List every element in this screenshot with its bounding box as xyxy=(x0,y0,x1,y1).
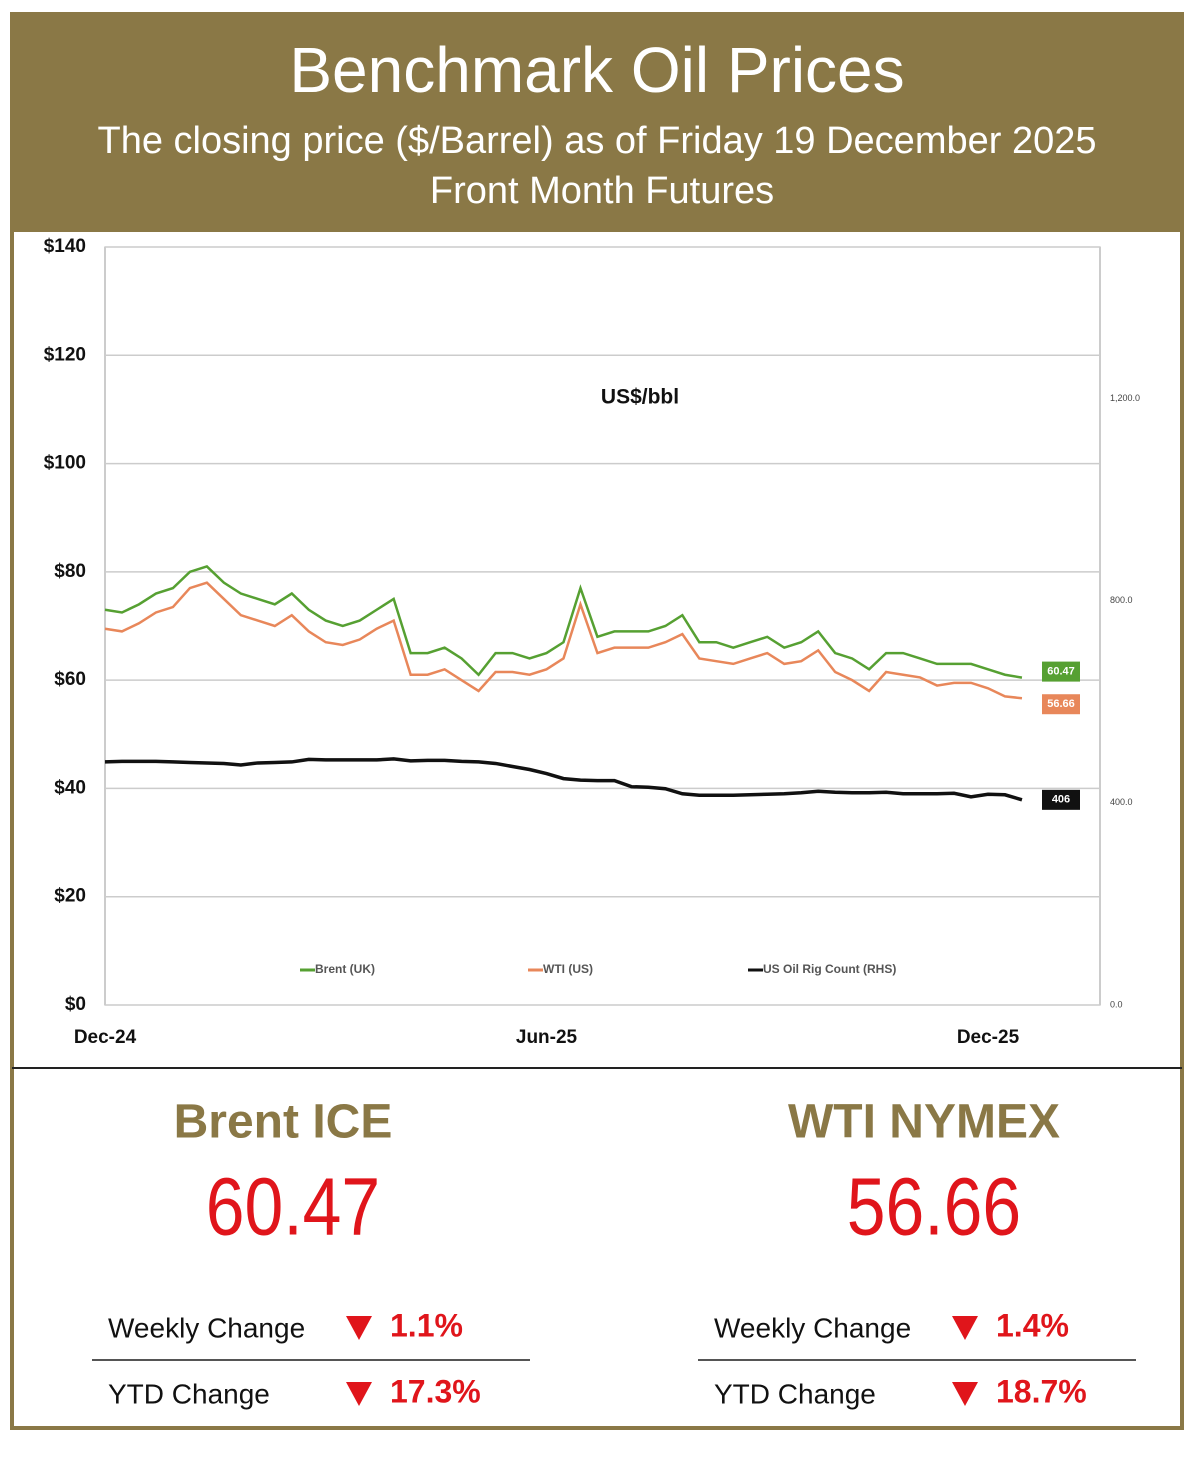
panel-name: WTI NYMEX xyxy=(788,1096,1060,1149)
x-tick-label: Jun-25 xyxy=(516,1027,578,1048)
y2-tick-label: 0.0 xyxy=(1110,999,1123,1009)
panels: Brent ICE 60.47 Weekly Change 1.1% YTD Chang… xyxy=(92,1096,1136,1409)
end-label-box xyxy=(1042,694,1080,715)
row-change: 18.7% xyxy=(996,1373,1087,1409)
end-label: 406 xyxy=(1052,794,1070,806)
legend-label: WTI (US) xyxy=(543,962,593,976)
row-label: Weekly Change xyxy=(714,1312,911,1343)
row-label: YTD Change xyxy=(714,1378,876,1409)
y-tick-label: $40 xyxy=(54,777,86,798)
down-arrow xyxy=(346,1316,372,1340)
x-tick-label: Dec-24 xyxy=(74,1027,137,1048)
row-label: Weekly Change xyxy=(108,1312,305,1343)
y-tick-label: $20 xyxy=(54,886,86,907)
panel-name: Brent ICE xyxy=(174,1096,393,1149)
title: Benchmark Oil Prices xyxy=(289,34,904,106)
row-label: YTD Change xyxy=(108,1378,270,1409)
subtitle: The closing price ($/Barrel) as of Frida… xyxy=(97,120,1096,162)
y-tick-label: $80 xyxy=(54,561,86,582)
end-label: 56.66 xyxy=(1047,698,1075,710)
series-line xyxy=(104,581,1023,700)
y-tick-label: $140 xyxy=(44,236,86,257)
legend-label: US Oil Rig Count (RHS) xyxy=(763,962,896,976)
y-tick-label: $120 xyxy=(44,344,86,365)
panel-price: 60.47 xyxy=(206,1161,380,1253)
y2-tick-label: 400.0 xyxy=(1110,797,1133,807)
x-tick-label: Dec-25 xyxy=(957,1027,1020,1048)
down-arrow xyxy=(952,1316,978,1340)
panel-price: 56.66 xyxy=(847,1161,1021,1253)
annotation: US$/bbl xyxy=(601,386,679,409)
y-tick-label: $60 xyxy=(54,669,86,690)
row-change: 17.3% xyxy=(390,1373,481,1409)
down-arrow xyxy=(346,1382,372,1406)
row-change: 1.4% xyxy=(996,1307,1069,1343)
subtitle-note: Front Month Futures xyxy=(430,170,774,212)
frame xyxy=(10,12,1184,1430)
header-band xyxy=(12,14,1182,232)
plot: $0 $20 $40 $60 $80 $100 $120 $140 0.0 400.0 800.0 1… xyxy=(44,236,1140,1048)
end-label-box xyxy=(1042,789,1080,810)
row-change: 1.1% xyxy=(390,1307,463,1343)
down-arrow xyxy=(952,1382,978,1406)
y-tick-label: $100 xyxy=(44,453,86,474)
end-label-box xyxy=(1042,661,1080,682)
series-line xyxy=(104,565,1023,679)
series-line xyxy=(104,757,1023,802)
end-label: 60.47 xyxy=(1047,666,1075,678)
y-tick-label: $0 xyxy=(65,994,86,1015)
legend-label: Brent (UK) xyxy=(315,962,375,976)
y2-tick-label: 1,200.0 xyxy=(1110,393,1140,403)
y2-tick-label: 800.0 xyxy=(1110,595,1133,605)
